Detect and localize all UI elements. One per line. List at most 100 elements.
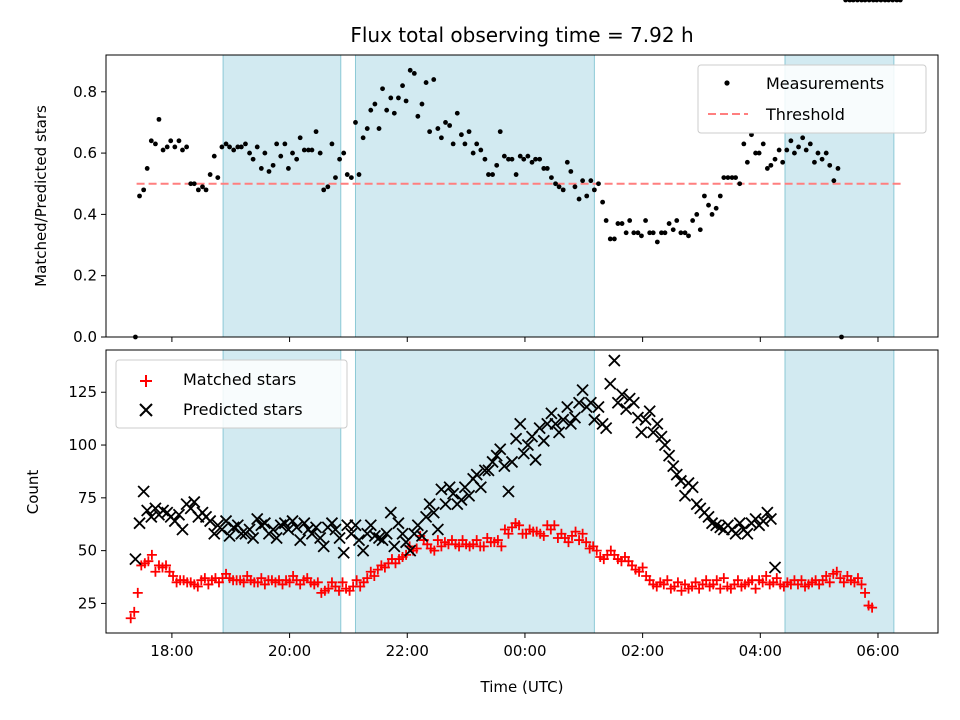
- measurement-point: [678, 230, 684, 236]
- measurement-point: [447, 123, 453, 128]
- measurement-point: [501, 153, 507, 159]
- measurement-point: [180, 147, 185, 153]
- measurement-point: [897, 0, 903, 3]
- measurement-point: [843, 0, 849, 3]
- predicted-star-point: [768, 561, 782, 574]
- predicted-star-point: [572, 396, 586, 409]
- matched-star-point: [199, 573, 210, 584]
- measurement-point: [247, 150, 252, 156]
- measurement-point: [172, 144, 178, 150]
- shaded-interval: [222, 54, 342, 338]
- measurement-point: [709, 211, 715, 217]
- predicted-star-point: [352, 533, 366, 547]
- predicted-star-point: [258, 517, 272, 530]
- measurement-point: [611, 236, 617, 242]
- matched-star-point: [570, 526, 581, 537]
- matched-star-point: [757, 577, 768, 588]
- measurement-point: [564, 159, 570, 165]
- predicted-star-point: [470, 468, 483, 481]
- measurement-point: [144, 166, 150, 171]
- measurement-point: [282, 141, 288, 147]
- measurement-point: [580, 178, 586, 184]
- predicted-star-point: [462, 489, 476, 502]
- measurement-point: [635, 230, 641, 236]
- measurement-point: [607, 236, 613, 242]
- measurement-point: [329, 141, 335, 147]
- measurement-point: [650, 230, 656, 236]
- predicted-star-point: [757, 514, 770, 528]
- predicted-star-point: [764, 512, 778, 526]
- measurement-point: [627, 218, 633, 223]
- bottom-y-ticks: 25 50 75 100 125: [68, 383, 106, 612]
- matched-star-point: [161, 560, 172, 571]
- predicted-star-point: [137, 485, 150, 498]
- measurement-point: [344, 172, 350, 177]
- x-axis-label: Time (UTC): [480, 678, 564, 696]
- predicted-star-point: [431, 523, 444, 536]
- measurement-point: [333, 175, 338, 181]
- measurement-point: [733, 175, 738, 181]
- top-legend-box: [697, 64, 927, 134]
- measurement-point: [568, 169, 574, 174]
- matched-star-point: [337, 577, 348, 588]
- legend-predicted-label: Predicted stars: [183, 400, 303, 419]
- predicted-star-point: [141, 504, 154, 517]
- measurement-point: [235, 144, 241, 150]
- measurement-point: [458, 132, 464, 138]
- matched-star-point: [718, 573, 729, 584]
- measurement-point: [270, 162, 276, 168]
- predicted-star-point: [557, 413, 570, 426]
- matched-star-point: [496, 541, 507, 552]
- measurement-point: [831, 178, 837, 184]
- matched-star-point: [690, 577, 701, 588]
- measurement-point: [894, 0, 900, 3]
- measurement-point: [156, 116, 162, 122]
- predicted-star-point: [651, 417, 664, 431]
- predicted-star-point: [545, 407, 558, 420]
- y-tick-label: 0.4: [73, 205, 97, 223]
- measurement-point: [744, 159, 750, 165]
- top-y-axis-label: Matched/Predicted stars: [32, 105, 50, 287]
- measurement-point: [423, 80, 429, 85]
- measurement-point: [200, 184, 205, 190]
- predicted-star-point: [364, 519, 377, 532]
- legend-matched-marker: [140, 375, 152, 387]
- measurement-point: [297, 135, 303, 141]
- measurement-point: [360, 135, 366, 141]
- measurement-point: [591, 187, 597, 193]
- y-tick-label: 0.0: [73, 328, 97, 346]
- shaded-interval: [784, 349, 895, 634]
- measurement-point: [148, 138, 154, 144]
- measurement-point: [219, 144, 225, 150]
- matched-star-point: [637, 562, 648, 573]
- measurement-point: [368, 107, 374, 113]
- measurement-point: [588, 178, 594, 184]
- matched-star-point: [856, 579, 867, 590]
- measurement-point: [184, 144, 190, 150]
- measurement-point: [474, 141, 480, 147]
- predicted-star-point: [415, 529, 429, 542]
- measurement-point: [576, 196, 582, 202]
- measurement-point: [553, 181, 558, 187]
- x-tick-label: 00:00: [503, 642, 546, 660]
- measurement-point: [753, 150, 758, 156]
- matched-star-point: [701, 575, 712, 586]
- predicted-star-point: [517, 447, 530, 460]
- predicted-star-point: [388, 540, 401, 553]
- measurement-point: [286, 166, 291, 171]
- measurement-point: [258, 166, 264, 171]
- y-tick-label: 50: [78, 542, 97, 560]
- measurement-point: [556, 184, 562, 190]
- measurement-point: [623, 230, 629, 236]
- measurement-point: [859, 0, 864, 3]
- measurement-point: [490, 172, 495, 177]
- predicted-star-point: [655, 430, 668, 443]
- bottom-x-ticks: 18:00 20:00 22:00 00:00 02:00 04:00 06:00: [150, 633, 900, 660]
- measurement-point: [729, 175, 735, 181]
- predicted-star-point: [349, 519, 362, 532]
- measurement-point: [494, 162, 500, 168]
- measurement-point: [294, 156, 300, 162]
- predicted-star-point: [396, 527, 409, 540]
- measurement-point: [403, 98, 409, 104]
- measurement-point: [694, 211, 700, 217]
